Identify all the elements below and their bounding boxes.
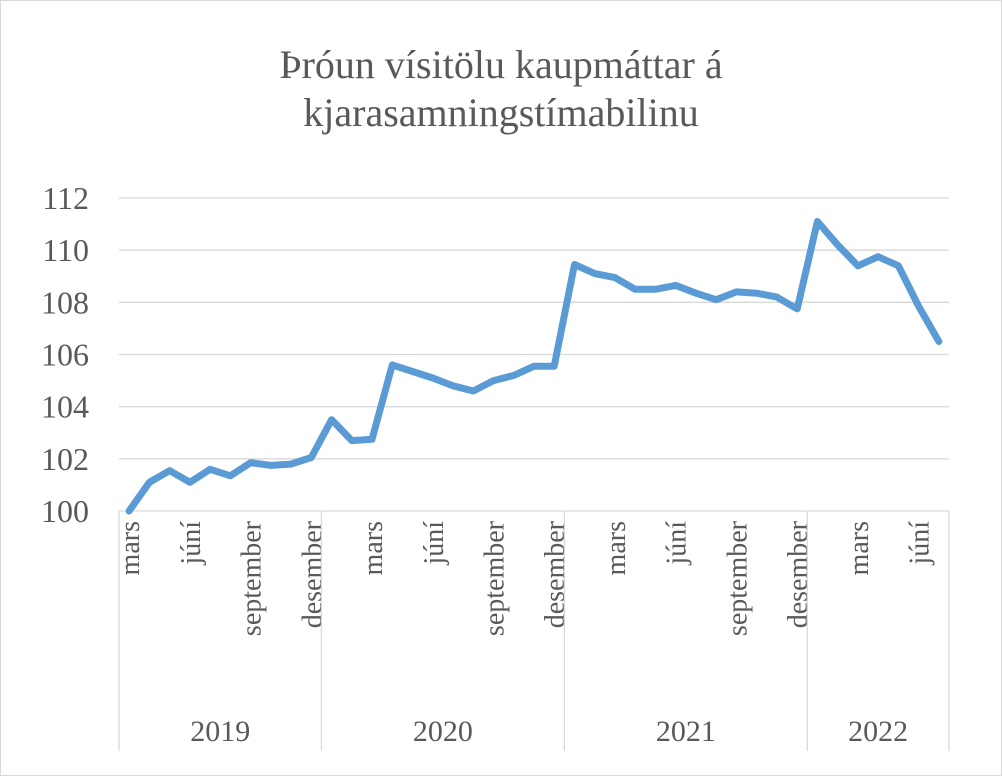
x-tick-label: mars	[601, 521, 632, 575]
data-point	[429, 374, 436, 381]
y-tick-label: 102	[41, 441, 89, 477]
data-point	[450, 382, 457, 389]
y-tick-label: 106	[41, 337, 89, 373]
year-label: 2021	[656, 715, 716, 748]
data-point	[652, 286, 659, 293]
year-label: 2022	[848, 715, 908, 748]
x-tick-label: desember	[540, 520, 571, 628]
x-tick-label: júní	[419, 521, 450, 566]
data-point	[834, 241, 841, 248]
data-point	[773, 294, 780, 301]
data-point	[247, 459, 254, 466]
data-point	[935, 338, 942, 345]
x-tick-label: mars	[115, 521, 146, 575]
data-point	[531, 363, 538, 370]
data-point	[510, 372, 517, 379]
series-line	[125, 218, 943, 515]
x-tick-label: september	[480, 520, 511, 636]
x-tick-label: mars	[844, 521, 875, 575]
data-point	[915, 303, 922, 310]
y-tick-label: 110	[42, 232, 89, 268]
data-point	[308, 454, 315, 461]
data-point	[267, 462, 274, 469]
data-point	[713, 296, 720, 303]
data-point	[328, 416, 335, 423]
data-point	[369, 436, 376, 443]
data-point	[126, 508, 133, 515]
data-point	[692, 290, 699, 297]
x-tick-label: júní	[176, 521, 207, 566]
data-point	[470, 388, 477, 395]
data-point	[551, 363, 558, 370]
data-point	[288, 461, 295, 468]
data-point	[814, 218, 821, 225]
x-tick-label: september	[722, 520, 753, 636]
year-label: 2020	[413, 715, 473, 748]
x-tick-label: september	[237, 520, 268, 636]
data-point	[186, 479, 193, 486]
data-point	[733, 288, 740, 295]
x-tick-label: júní	[662, 521, 693, 566]
y-tick-label: 112	[42, 180, 89, 216]
data-point	[409, 368, 416, 375]
data-point	[895, 262, 902, 269]
x-tick-label: desember	[783, 520, 814, 628]
year-label: 2019	[190, 715, 250, 748]
data-point	[794, 305, 801, 312]
y-tick-label: 100	[41, 493, 89, 529]
data-point	[611, 274, 618, 281]
x-tick-label: mars	[358, 521, 389, 575]
x-tick-label: desember	[297, 520, 328, 628]
data-point	[348, 437, 355, 444]
chart-title: Þróun vísitölu kaupmáttar á kjarasamning…	[1, 41, 1001, 137]
data-point	[591, 270, 598, 277]
data-point	[854, 262, 861, 269]
data-point	[753, 290, 760, 297]
y-tick-label: 108	[41, 284, 89, 320]
data-point	[490, 377, 497, 384]
chart-title-line-2: kjarasamningstímabilinu	[303, 90, 699, 135]
y-tick-label: 104	[41, 389, 89, 425]
data-point	[389, 361, 396, 368]
data-point	[207, 466, 214, 473]
data-point	[227, 472, 234, 479]
data-point	[571, 261, 578, 268]
data-point	[166, 467, 173, 474]
chart-title-line-1: Þróun vísitölu kaupmáttar á	[279, 42, 723, 87]
data-point	[875, 253, 882, 260]
data-point	[146, 479, 153, 486]
x-tick-label: júní	[905, 521, 936, 566]
data-point	[672, 282, 679, 289]
data-point	[632, 286, 639, 293]
